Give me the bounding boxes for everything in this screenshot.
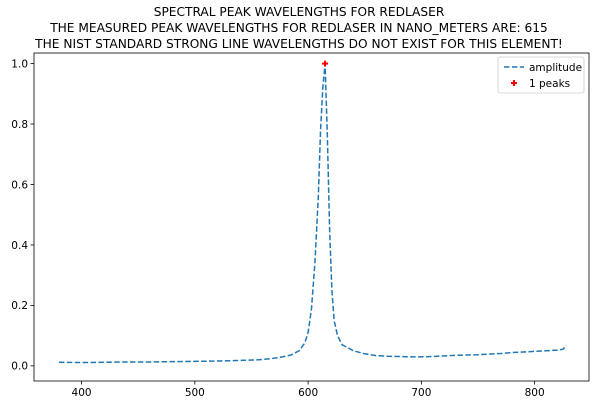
chart-subtitle-peaks: THE MEASURED PEAK WAVELENGTHS FOR REDLAS… xyxy=(50,21,548,35)
chart-title: SPECTRAL PEAK WAVELENGTHS FOR REDLASER xyxy=(153,5,445,19)
x-tick-label: 400 xyxy=(72,387,92,399)
x-tick-label: 600 xyxy=(298,387,318,399)
x-tick-label: 500 xyxy=(185,387,205,399)
peak-marker xyxy=(322,60,329,67)
x-tick-label: 800 xyxy=(525,387,545,399)
chart-title-block: SPECTRAL PEAK WAVELENGTHS FOR REDLASER T… xyxy=(0,4,598,52)
legend-peaks-swatch xyxy=(511,80,517,86)
y-tick-label: 0.2 xyxy=(11,300,28,312)
y-tick-label: 0.0 xyxy=(11,361,28,373)
legend-box xyxy=(497,56,585,94)
x-tick-label: 700 xyxy=(411,387,431,399)
y-tick-label: 1.0 xyxy=(11,58,28,70)
y-tick-label: 0.4 xyxy=(11,240,28,252)
y-tick-label: 0.6 xyxy=(11,179,28,191)
legend-peaks-label: 1 peaks xyxy=(529,78,570,90)
legend-amplitude-label: amplitude xyxy=(529,62,582,74)
y-tick-label: 0.8 xyxy=(11,119,28,131)
chart-subtitle-nist: THE NIST STANDARD STRONG LINE WAVELENGTH… xyxy=(35,37,563,51)
plot-frame xyxy=(33,52,590,382)
amplitude-series-line xyxy=(58,62,567,364)
